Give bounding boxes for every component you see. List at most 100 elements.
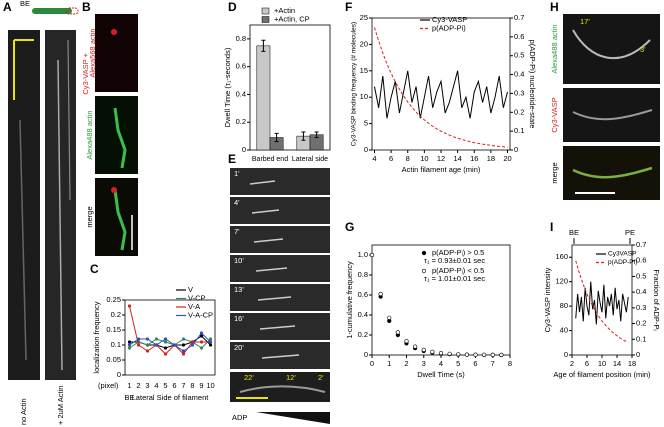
image-label: Cy3-VASP + [81, 52, 90, 94]
filament [239, 385, 326, 393]
x-axis-label: Lateral Side of filament [132, 393, 210, 402]
panel-label: I [550, 220, 553, 234]
y2-axis-label: Fraction of ADP-Pᵢ [652, 269, 661, 330]
y2-tick-label: 0.3 [636, 303, 646, 312]
legend-label: +Actin [274, 6, 295, 15]
error-bar [274, 132, 279, 143]
time-label: 1' [234, 169, 240, 178]
fit-annotation: τ₁ = 1.01±0.01 sec [424, 274, 485, 283]
x-tick-label: 7 [491, 359, 495, 368]
legend-label: V-CP [188, 293, 206, 302]
x-tick-label: 8 [190, 381, 194, 390]
y-tick-label: 0.4 [236, 89, 246, 98]
y-tick-label: 0 [364, 350, 368, 359]
legend-label: p(ADP-Pᵢ) < 0.5 [432, 266, 484, 275]
x-tick-label: 5 [163, 381, 167, 390]
x-tick-label: 20 [503, 154, 511, 163]
series-line [129, 332, 211, 352]
point [387, 315, 392, 320]
x-tick-label: 10 [420, 154, 428, 163]
x-tick-label: Barbed end [252, 156, 288, 163]
y-axis-label: Cy3-VASP intensity [543, 267, 552, 332]
y2-axis-label: p(ADP-Pi) nucleotide-state [528, 40, 537, 129]
y2-tick-label: 0.6 [514, 32, 524, 41]
y-tick-label: 0.2 [236, 117, 246, 126]
x-axis-label: Actin filament age (min) [402, 165, 481, 174]
y-tick-label: 120 [555, 277, 568, 286]
point [378, 291, 383, 297]
y-tick-label: 0.2 [358, 330, 368, 339]
panel-label: A [3, 0, 12, 14]
condition-label: + 2uM Actin [56, 386, 65, 425]
arrow-label: 17' [580, 17, 590, 26]
x-tick-label: 8 [406, 154, 410, 163]
y2-tick-label: 0.1 [514, 126, 524, 135]
y2-tick-label: 0.6 [636, 256, 646, 265]
streak [57, 59, 63, 371]
be-label: BE [20, 0, 30, 8]
y-tick-label: 0.6 [358, 290, 368, 299]
x-tick-label: 2 [404, 359, 408, 368]
point [456, 352, 461, 357]
x-tick-label: 12 [437, 154, 445, 163]
y2-tick-label: 0.1 [636, 334, 646, 343]
micrograph [95, 96, 138, 174]
filament [572, 29, 651, 59]
series-line [575, 260, 629, 344]
x-tick-label: 6 [473, 359, 477, 368]
y-tick-label: 15 [360, 66, 368, 75]
y2-tick-label: 0.4 [636, 287, 646, 296]
x-tick-label: 5 [456, 359, 460, 368]
y-tick-label: 0.05 [106, 355, 121, 364]
adp-label: ADP [232, 413, 247, 422]
x-tick-label: 6 [585, 359, 589, 368]
series-line [374, 27, 508, 148]
point [464, 352, 469, 357]
y-tick-label: 0.8 [236, 34, 246, 43]
series-line [129, 338, 211, 349]
y-tick-label: 0.15 [106, 325, 121, 334]
filament [255, 267, 288, 272]
legend-marker [421, 250, 427, 256]
panel-label: C [90, 262, 99, 276]
point [395, 330, 400, 335]
y-tick-label: 0 [364, 145, 368, 154]
micrograph [230, 168, 330, 195]
y2-tick-label: 0 [514, 145, 518, 154]
x-tick-label: 6 [389, 154, 393, 163]
point [447, 351, 452, 356]
filament-icon [32, 8, 72, 14]
point [438, 351, 444, 356]
image-label: Cy3-VASP [550, 97, 559, 132]
y2-tick-label: 0 [636, 350, 640, 359]
end-label: BE [569, 228, 579, 237]
micrograph [563, 14, 660, 84]
x-tick-label: 7 [181, 381, 185, 390]
streak [19, 119, 27, 361]
point [473, 352, 478, 357]
legend-label: p(ADP-Pᵢ) > 0.5 [432, 248, 484, 257]
point [430, 349, 435, 355]
x-tick-label: 3 [145, 381, 149, 390]
panel-label: E [228, 152, 236, 166]
bar [256, 45, 271, 151]
filament [261, 354, 300, 359]
filament [257, 296, 292, 301]
streak [67, 39, 71, 201]
y-tick-label: 10 [360, 92, 368, 101]
point [404, 339, 409, 344]
legend-label: Cy3VASP [608, 251, 636, 258]
x-tick-label: 1 [127, 381, 131, 390]
x-tick-label: 9 [199, 381, 203, 390]
y-tick-label: 0 [117, 370, 121, 379]
x-unit-label: (pixel) [98, 381, 119, 390]
point [369, 252, 375, 258]
panel-label: F [345, 0, 352, 14]
x-tick-label: Lateral side [292, 156, 328, 163]
panel-label: G [345, 220, 354, 234]
y-axis-label: Cy3-VASP binding frequency (# molecules) [351, 22, 358, 146]
filament-icon [65, 7, 79, 15]
arrow-label: 2' [318, 373, 324, 382]
panel-label: H [550, 0, 559, 14]
